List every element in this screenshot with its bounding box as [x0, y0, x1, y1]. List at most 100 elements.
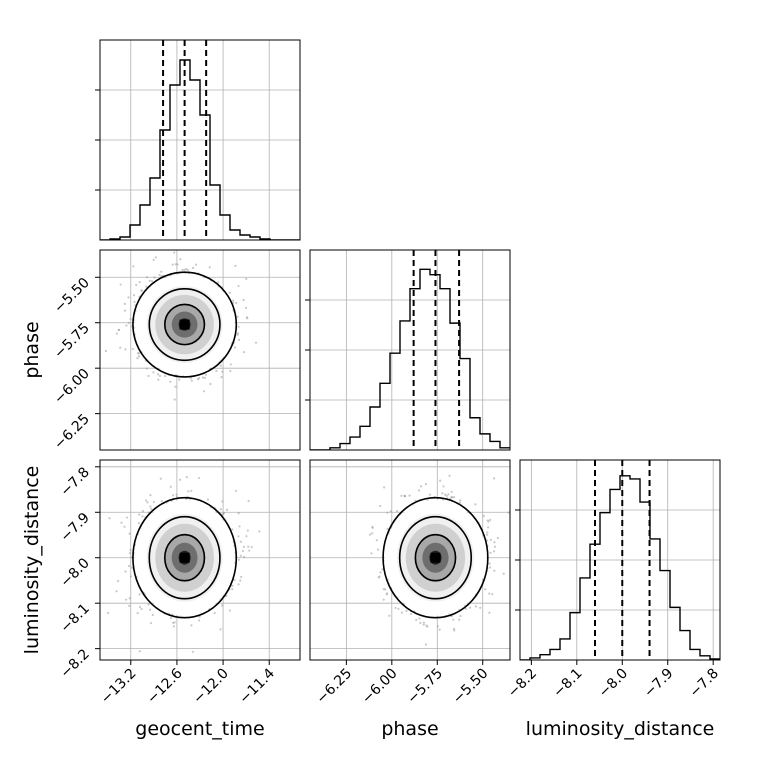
- xtick-label-geocent_time: −13.2: [98, 666, 140, 708]
- sample-point: [154, 256, 157, 259]
- sample-point: [237, 583, 240, 586]
- sample-point: [441, 492, 444, 495]
- sample-point: [171, 231, 173, 233]
- sample-point: [247, 499, 250, 503]
- sample-point: [485, 533, 489, 536]
- sample-point: [245, 535, 248, 538]
- sample-point: [120, 521, 123, 524]
- sample-point: [447, 493, 450, 496]
- sample-point: [172, 625, 176, 628]
- sample-point: [197, 476, 201, 480]
- sample-point: [129, 317, 132, 321]
- sample-point: [254, 341, 258, 344]
- density-frame: [309, 459, 511, 661]
- xtick-label-phase: −5.50: [450, 666, 492, 708]
- sample-point: [409, 612, 413, 616]
- sample-point: [107, 611, 110, 615]
- sample-point: [403, 495, 406, 498]
- density-inner: [310, 460, 534, 660]
- ytick-label-phase: −5.50: [51, 275, 93, 317]
- xtick-label-luminosity_distance: −8.0: [596, 666, 631, 701]
- sample-point: [236, 332, 240, 335]
- contour-line-0: [382, 496, 489, 619]
- sample-point: [138, 593, 141, 596]
- sample-point: [169, 616, 173, 620]
- ylabel-phase: phase: [21, 321, 43, 378]
- sample-point: [128, 552, 132, 555]
- sample-point: [241, 549, 245, 553]
- sample-point: [203, 376, 206, 379]
- sample-point: [217, 281, 220, 284]
- xtick-label-luminosity_distance: −8.1: [550, 666, 585, 701]
- sample-point: [507, 511, 510, 514]
- sample-point: [493, 569, 496, 572]
- sample-point: [129, 548, 132, 552]
- sample-point: [149, 622, 153, 625]
- sample-point: [123, 302, 126, 305]
- sample-point: [464, 607, 468, 610]
- sample-point: [225, 508, 229, 511]
- sample-point: [129, 575, 132, 578]
- sample-point: [208, 266, 211, 269]
- sample-point: [131, 347, 134, 351]
- sample-point: [147, 374, 150, 378]
- ytick-label-luminosity_distance: −7.8: [57, 464, 92, 499]
- sample-point: [127, 296, 130, 299]
- sample-point: [482, 514, 485, 517]
- sample-point: [532, 533, 534, 535]
- ylabel-luminosity-distance: luminosity_distance: [21, 466, 43, 655]
- sample-point: [149, 505, 152, 508]
- density-panel-geocent_time-vs-luminosity_distance: [99, 459, 301, 661]
- sample-point: [198, 377, 201, 380]
- sample-point: [488, 592, 491, 595]
- sample-point: [242, 351, 246, 354]
- sample-point: [258, 530, 261, 533]
- sample-point: [174, 263, 177, 266]
- sample-point: [379, 571, 382, 574]
- sample-point: [424, 483, 428, 486]
- sample-point: [450, 490, 453, 493]
- sample-point: [489, 518, 492, 522]
- sample-point: [221, 604, 224, 607]
- sample-point: [438, 479, 442, 482]
- sample-point: [145, 285, 148, 288]
- sample-point: [377, 576, 380, 579]
- sample-point: [239, 540, 242, 543]
- sample-point: [128, 532, 131, 535]
- sample-point: [235, 301, 238, 305]
- sample-point: [137, 355, 141, 358]
- sample-point: [422, 621, 426, 624]
- sample-point: [382, 598, 385, 601]
- sample-point: [425, 624, 428, 627]
- sample-point: [179, 258, 182, 261]
- panels-layer: −13.2 −12.6 −12.0 −11.4 −6.25 −6.00 −5.75 −5.50…: [51, 39, 722, 708]
- sample-point: [132, 265, 135, 268]
- sample-point: [130, 556, 133, 559]
- contour-line-0: [132, 271, 238, 378]
- density-panel-phase-vs-luminosity_distance: [309, 459, 534, 661]
- xtick-label-luminosity_distance: −7.9: [641, 666, 676, 701]
- sample-point: [442, 485, 445, 488]
- sample-point: [221, 500, 224, 503]
- sample-point: [237, 535, 240, 538]
- sample-point: [489, 551, 492, 555]
- sample-point: [127, 321, 130, 324]
- sample-point: [488, 562, 491, 565]
- sample-point: [190, 489, 193, 492]
- sample-point: [215, 369, 218, 373]
- sample-point: [458, 499, 462, 502]
- sample-point: [231, 588, 234, 591]
- sample-point: [186, 268, 189, 271]
- sample-point: [181, 268, 184, 272]
- sample-point: [242, 298, 245, 302]
- density-frame: [99, 459, 301, 661]
- ytick-label-luminosity_distance: −8.0: [57, 555, 92, 590]
- sample-point: [123, 309, 127, 312]
- sample-point: [229, 369, 232, 373]
- sample-point: [137, 352, 141, 355]
- xtick-label-geocent_time: −12.0: [190, 666, 232, 708]
- sample-point: [136, 357, 139, 360]
- sample-point: [245, 277, 248, 281]
- sample-point: [169, 485, 172, 488]
- sample-point: [173, 621, 176, 624]
